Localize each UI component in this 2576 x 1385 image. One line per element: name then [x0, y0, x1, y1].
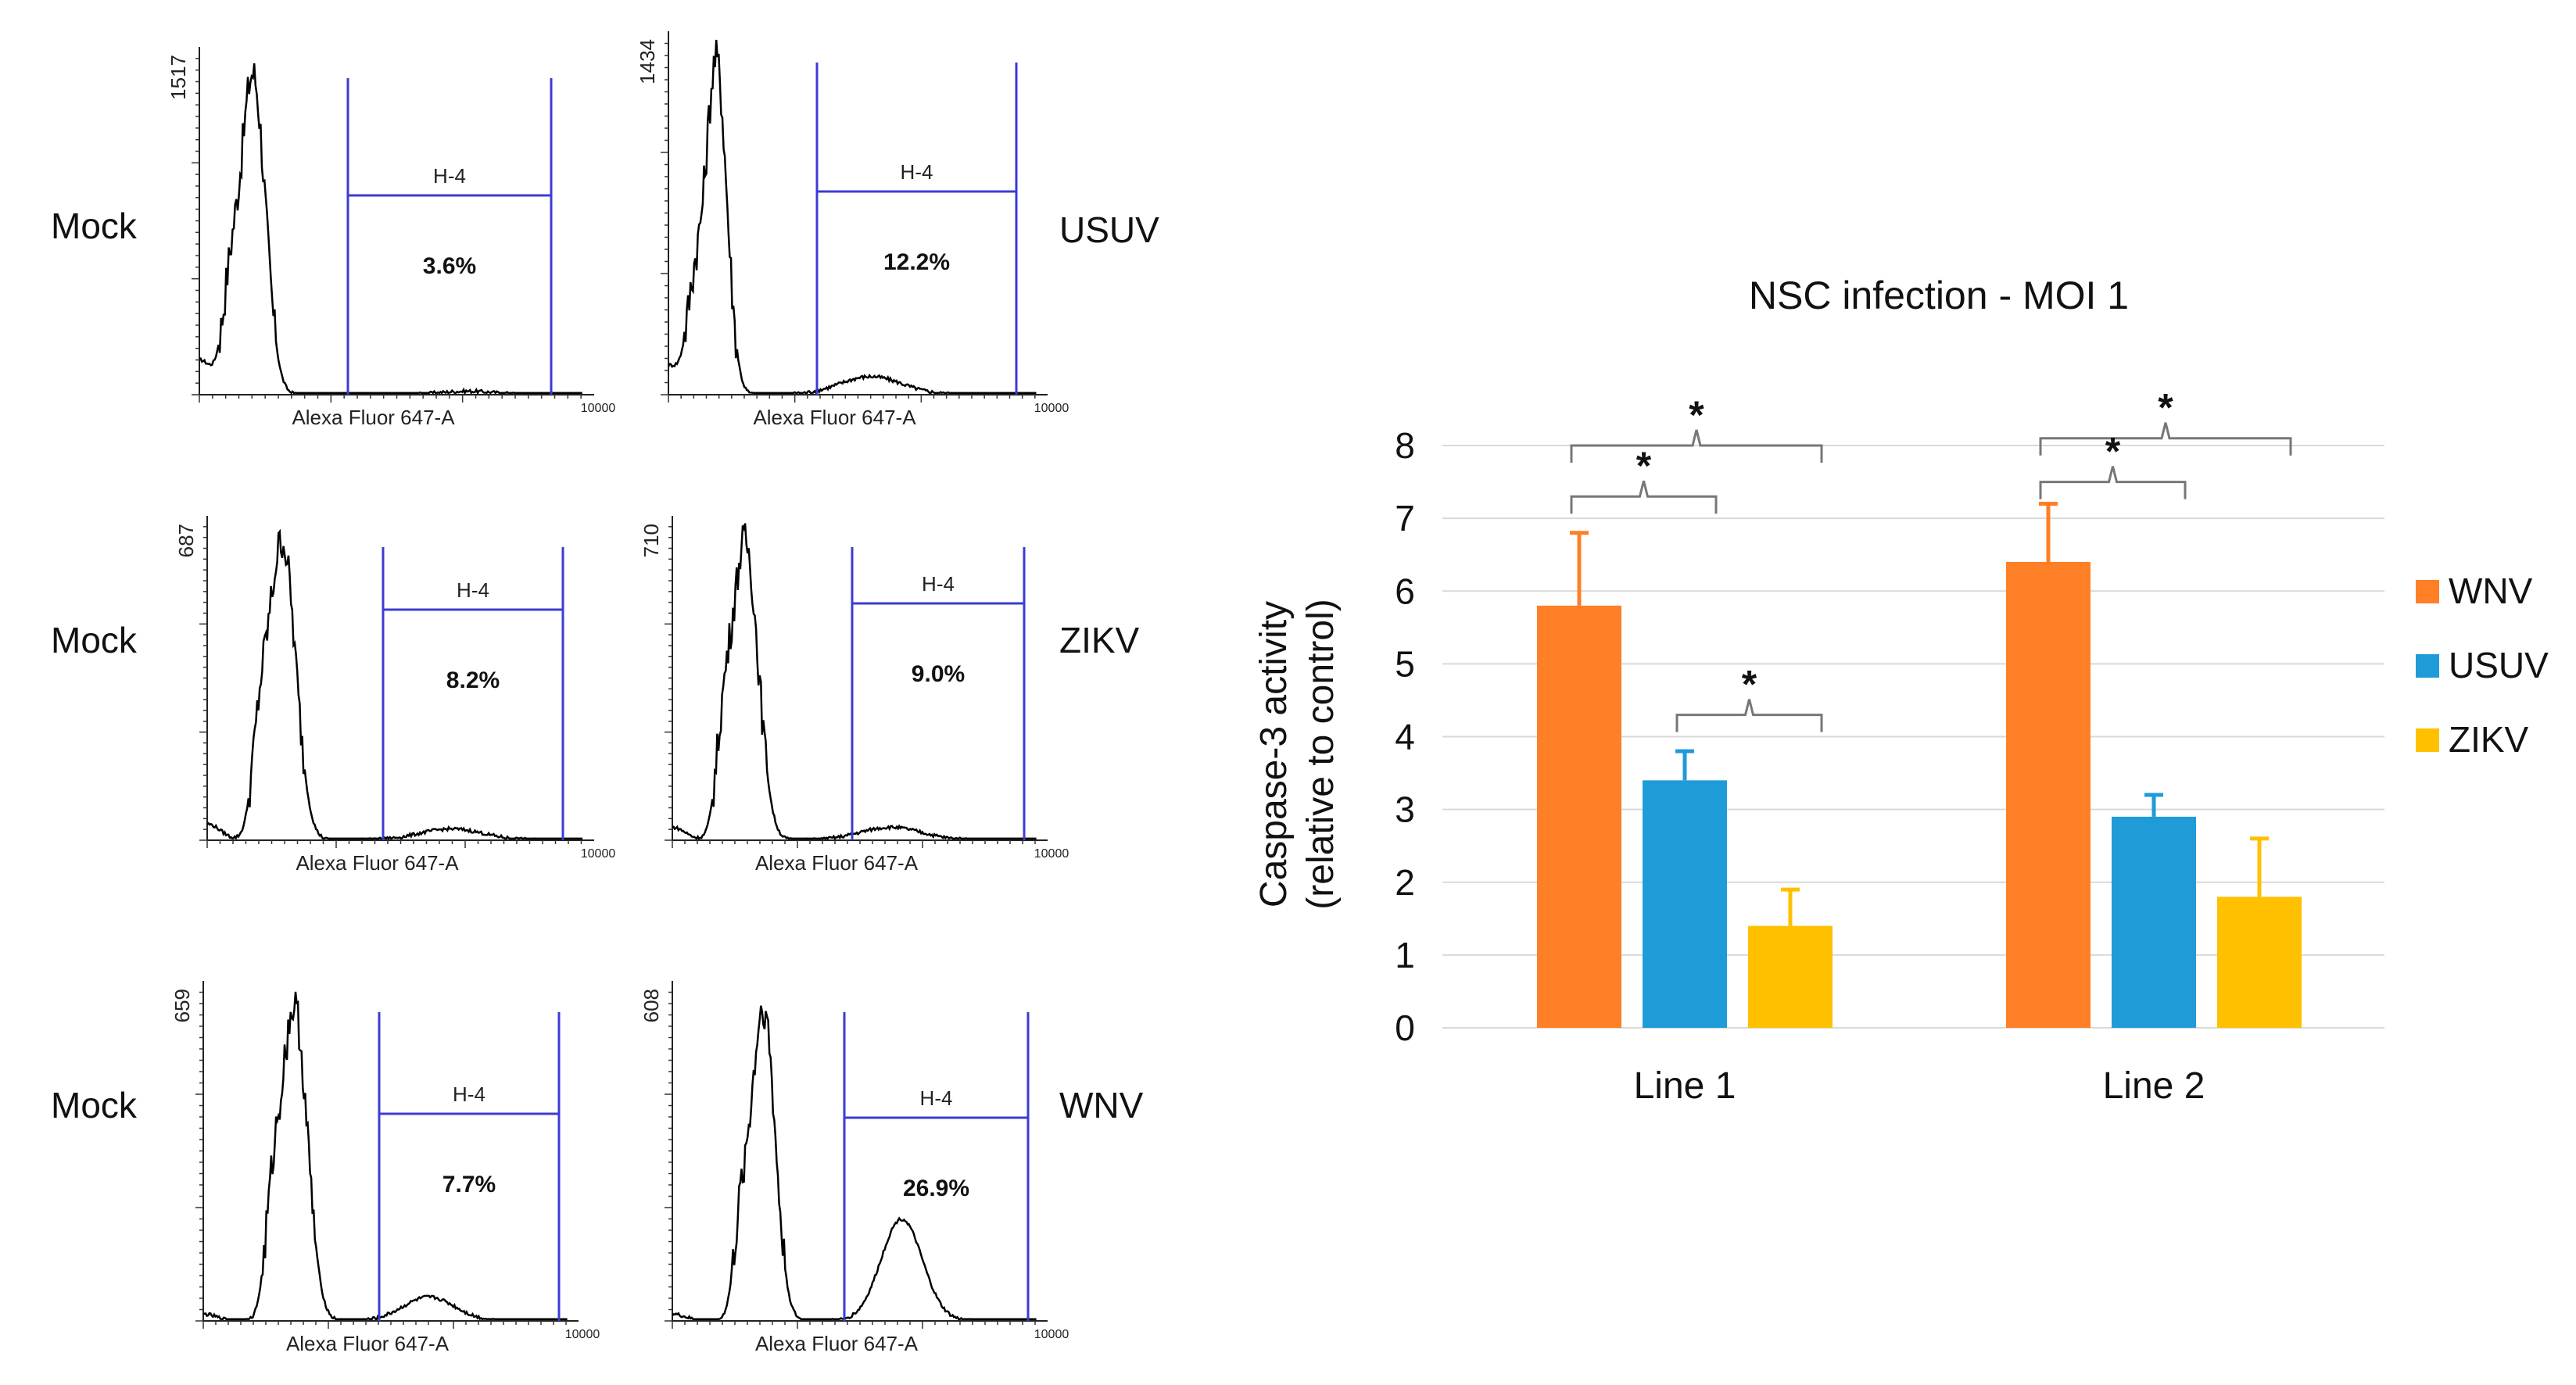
y-tick-label: 1	[1395, 935, 1415, 975]
bar-usuv	[1643, 780, 1727, 1028]
condition-label: USUV	[1059, 209, 1159, 250]
y-tick-label: 7	[1395, 498, 1415, 539]
legend-swatch-zikv	[2416, 728, 2439, 752]
histogram-x-max: 10000	[565, 1328, 600, 1341]
histogram-x-label: Alexa Fluor 647-A	[286, 1332, 450, 1355]
histogram-x-label: Alexa Fluor 647-A	[755, 1332, 919, 1355]
gate-name: H-4	[901, 160, 933, 184]
gate-name: H-4	[433, 164, 466, 188]
histogram-y-max: 1434	[636, 39, 659, 84]
bar-zikv	[2217, 896, 2302, 1028]
histogram-y-max: 710	[640, 524, 663, 557]
gate-percent: 12.2%	[883, 249, 950, 275]
flow-panel-5: 659 Alexa Fluor 647-A 10000 H-4 7.7% Mock	[51, 981, 600, 1355]
y-tick-label: 8	[1395, 425, 1415, 466]
y-axis-label-line1: Caspase-3 activity	[1253, 601, 1295, 907]
flow-panel-3: 687 Alexa Fluor 647-A 10000 H-4 8.2% Mock	[51, 516, 615, 875]
significance-bracket	[2039, 422, 2292, 456]
gate-percent: 8.2%	[446, 667, 500, 693]
condition-label: ZIKV	[1059, 620, 1140, 660]
gate-name: H-4	[457, 578, 489, 602]
histogram-y-max: 608	[640, 989, 663, 1022]
condition-label: Mock	[51, 206, 138, 246]
condition-label: WNV	[1059, 1085, 1144, 1126]
significance-bracket	[2039, 466, 2187, 499]
flow-panel-4: 710 Alexa Fluor 647-A 10000 H-4 9.0% ZIKV	[640, 516, 1140, 875]
bar-usuv	[2112, 816, 2196, 1028]
histogram-x-max: 10000	[1034, 847, 1069, 861]
histogram-curve	[672, 1005, 1037, 1321]
legend-swatch-wnv	[2416, 580, 2439, 603]
histogram-curve	[672, 523, 1037, 841]
significance-star: *	[1636, 444, 1652, 488]
flow-panel-1: 1517 Alexa Fluor 647-A 10000 H-4 3.6% Mock	[51, 47, 615, 429]
flow-panel-2: 1434 Alexa Fluor 647-A 10000 H-4 12.2% USUV	[636, 31, 1159, 429]
x-category-label: Line 1	[1634, 1065, 1736, 1107]
histogram-y-max: 687	[174, 524, 198, 557]
bar-zikv	[1748, 925, 1833, 1028]
bar-wnv	[2006, 562, 2091, 1028]
gate-percent: 9.0%	[912, 661, 965, 687]
histogram-curve	[206, 528, 583, 840]
significance-bracket	[1675, 699, 1823, 732]
histogram-x-label: Alexa Fluor 647-A	[296, 851, 459, 875]
significance-star: *	[2158, 386, 2173, 430]
y-tick-label: 2	[1395, 862, 1415, 903]
significance-star: *	[1742, 663, 1757, 707]
y-tick-label: 6	[1395, 571, 1415, 611]
bar-wnv	[1537, 605, 1621, 1028]
legend-label: USUV	[2449, 645, 2549, 685]
histogram-x-max: 10000	[581, 847, 616, 861]
gate-name: H-4	[453, 1083, 485, 1106]
gate-name: H-4	[920, 1086, 953, 1110]
significance-bracket	[1570, 480, 1718, 514]
histogram-y-max: 659	[170, 989, 194, 1022]
histogram-curve	[667, 39, 1037, 395]
significance-bracket	[1570, 429, 1823, 463]
y-axis-label-line2: (relative to control)	[1300, 599, 1342, 909]
histogram-y-max: 1517	[167, 55, 190, 100]
gate-percent: 7.7%	[442, 1172, 496, 1197]
y-tick-label: 5	[1395, 643, 1415, 684]
gate-percent: 3.6%	[423, 253, 476, 279]
caspase-bar-chart: NSC infection - MOI 1 Caspase-3 activity…	[1253, 274, 2549, 1107]
significance-star: *	[2105, 430, 2121, 474]
y-tick-label: 0	[1395, 1007, 1415, 1048]
histogram-x-label: Alexa Fluor 647-A	[755, 851, 919, 875]
histogram-curve	[202, 991, 568, 1321]
condition-label: Mock	[51, 1085, 138, 1126]
gate-name: H-4	[922, 572, 955, 596]
condition-label: Mock	[51, 620, 138, 660]
histogram-x-label: Alexa Fluor 647-A	[292, 406, 455, 429]
gate-percent: 26.9%	[903, 1176, 969, 1201]
histogram-x-max: 10000	[1034, 1328, 1069, 1341]
legend-swatch-usuv	[2416, 654, 2439, 678]
significance-star: *	[1689, 393, 1704, 437]
legend-label: WNV	[2449, 571, 2533, 611]
chart-title: NSC infection - MOI 1	[1749, 274, 2129, 317]
legend-label: ZIKV	[2449, 719, 2529, 760]
histogram-curve	[199, 63, 582, 395]
flow-cytometry-panels: 1517 Alexa Fluor 647-A 10000 H-4 3.6% Mock 143…	[51, 31, 1159, 1355]
flow-panel-6: 608 Alexa Fluor 647-A 10000 H-4 26.9% WNV	[640, 981, 1144, 1355]
y-tick-label: 3	[1395, 789, 1415, 830]
histogram-x-max: 10000	[581, 402, 616, 415]
histogram-x-label: Alexa Fluor 647-A	[753, 406, 916, 429]
x-category-label: Line 2	[2103, 1065, 2205, 1107]
histogram-x-max: 10000	[1034, 402, 1069, 415]
y-tick-label: 4	[1395, 717, 1415, 757]
